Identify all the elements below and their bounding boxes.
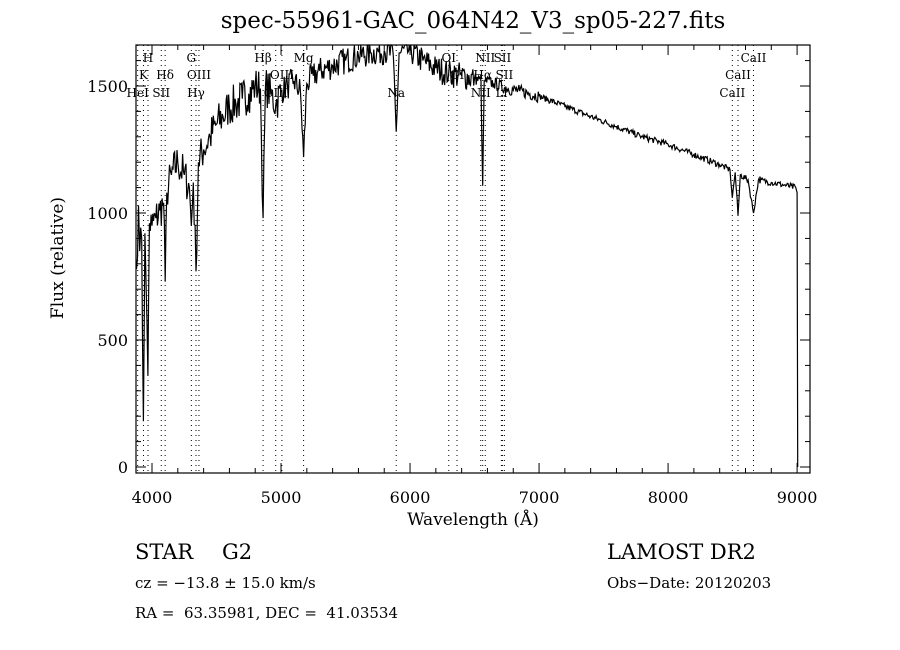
line-marker-label: G	[187, 51, 197, 65]
redshift-text: cz = −13.8 ± 15.0 km/s	[135, 574, 316, 592]
line-marker-label: CaII	[725, 68, 751, 82]
line-marker-label: SII	[152, 86, 170, 100]
line-marker-label: OIII	[270, 68, 294, 82]
subclass: G2	[222, 540, 253, 564]
x-tick-label: 5000	[261, 488, 302, 507]
line-marker-label: OIII	[187, 68, 211, 82]
survey-label: LAMOST DR2	[607, 540, 756, 564]
y-tick-label: 0	[118, 458, 128, 477]
y-tick-label: 1000	[87, 204, 128, 223]
line-marker-label: Hβ	[254, 51, 271, 65]
object-class: STAR	[135, 540, 194, 564]
line-marker-label: Hδ	[156, 68, 174, 82]
line-marker-label: Hγ	[187, 86, 205, 100]
line-marker-label: SII	[494, 51, 512, 65]
line-marker-label: CaII	[741, 51, 767, 65]
chart-title: spec-55961-GAC_064N42_V3_sp05-227.fits	[220, 8, 726, 34]
x-axis-label: Wavelength (Å)	[407, 510, 539, 530]
line-marker-label: H	[143, 51, 153, 65]
x-tick-label: 7000	[519, 488, 560, 507]
x-tick-label: 6000	[390, 488, 431, 507]
x-tick-label: 9000	[777, 488, 818, 507]
line-marker-label: K	[139, 68, 149, 82]
line-marker-label: Na	[387, 86, 405, 100]
line-marker-label: NII	[475, 51, 495, 65]
line-marker-label: CaII	[719, 86, 745, 100]
obs-date-text: Obs−Date: 20120203	[607, 574, 772, 592]
x-tick-label: 8000	[648, 488, 689, 507]
x-tick-label: 4000	[132, 488, 173, 507]
plot-frame	[135, 44, 811, 474]
line-marker-label: Mg	[294, 51, 314, 65]
y-tick-label: 1500	[87, 77, 128, 96]
line-marker-label: OI	[441, 51, 456, 65]
line-marker-label: SII	[496, 68, 514, 82]
y-tick-label: 500	[97, 331, 128, 350]
y-axis-label: Flux (relative)	[48, 196, 68, 320]
line-marker-label: Li	[495, 86, 507, 100]
coords-text: RA = 63.35981, DEC = 41.03534	[135, 604, 399, 622]
spectrum-line	[135, 44, 799, 468]
line-marker-label: HeI	[127, 86, 150, 100]
